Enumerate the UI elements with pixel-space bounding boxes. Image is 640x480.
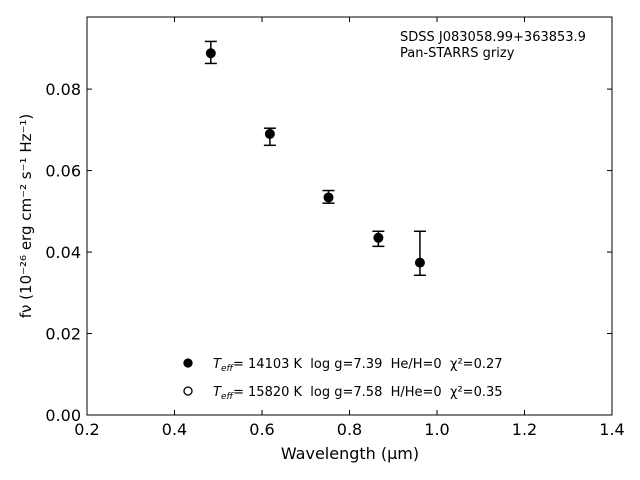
y-tick-label: 0.02 <box>45 325 81 344</box>
legend: Teff= 14103 K log g=7.39 He/H=0 χ²=0.27 T… <box>183 357 503 402</box>
y-tick-label: 0.04 <box>45 243 81 262</box>
x-tick-label: 0.4 <box>162 420 187 439</box>
data-point <box>414 257 425 268</box>
data-point <box>323 192 334 203</box>
x-tick-label: 1.4 <box>599 420 624 439</box>
legend-marker-open <box>183 386 193 396</box>
data-point <box>264 128 275 139</box>
x-tick-label: 1.0 <box>424 420 449 439</box>
annotation-line-2: Pan-STARRS grizy <box>400 46 515 61</box>
y-tick-label: 0.08 <box>45 80 81 99</box>
x-tick-label: 0.6 <box>249 420 274 439</box>
legend-entry-label: Teff= 15820 K log g=7.58 H/He=0 χ²=0.35 <box>213 385 503 402</box>
data-point <box>373 232 384 243</box>
annotation-line-1: SDSS J083058.99+363853.9 <box>400 30 586 45</box>
legend-entry-label: Teff= 14103 K log g=7.39 He/H=0 χ²=0.27 <box>213 357 503 374</box>
x-axis-label: Wavelength (μm) <box>281 444 419 463</box>
x-tick-label: 0.8 <box>337 420 362 439</box>
plot-frame <box>86 16 613 416</box>
y-tick-label: 0.06 <box>45 162 81 181</box>
legend-marker-filled <box>183 358 193 368</box>
y-tick-label: 0.00 <box>45 406 81 425</box>
data-point <box>205 48 216 59</box>
y-axis-label: fν (10⁻²⁶ erg cm⁻² s⁻¹ Hz⁻¹) <box>17 114 35 319</box>
x-tick-label: 0.2 <box>74 420 99 439</box>
x-tick-label: 1.2 <box>512 420 537 439</box>
